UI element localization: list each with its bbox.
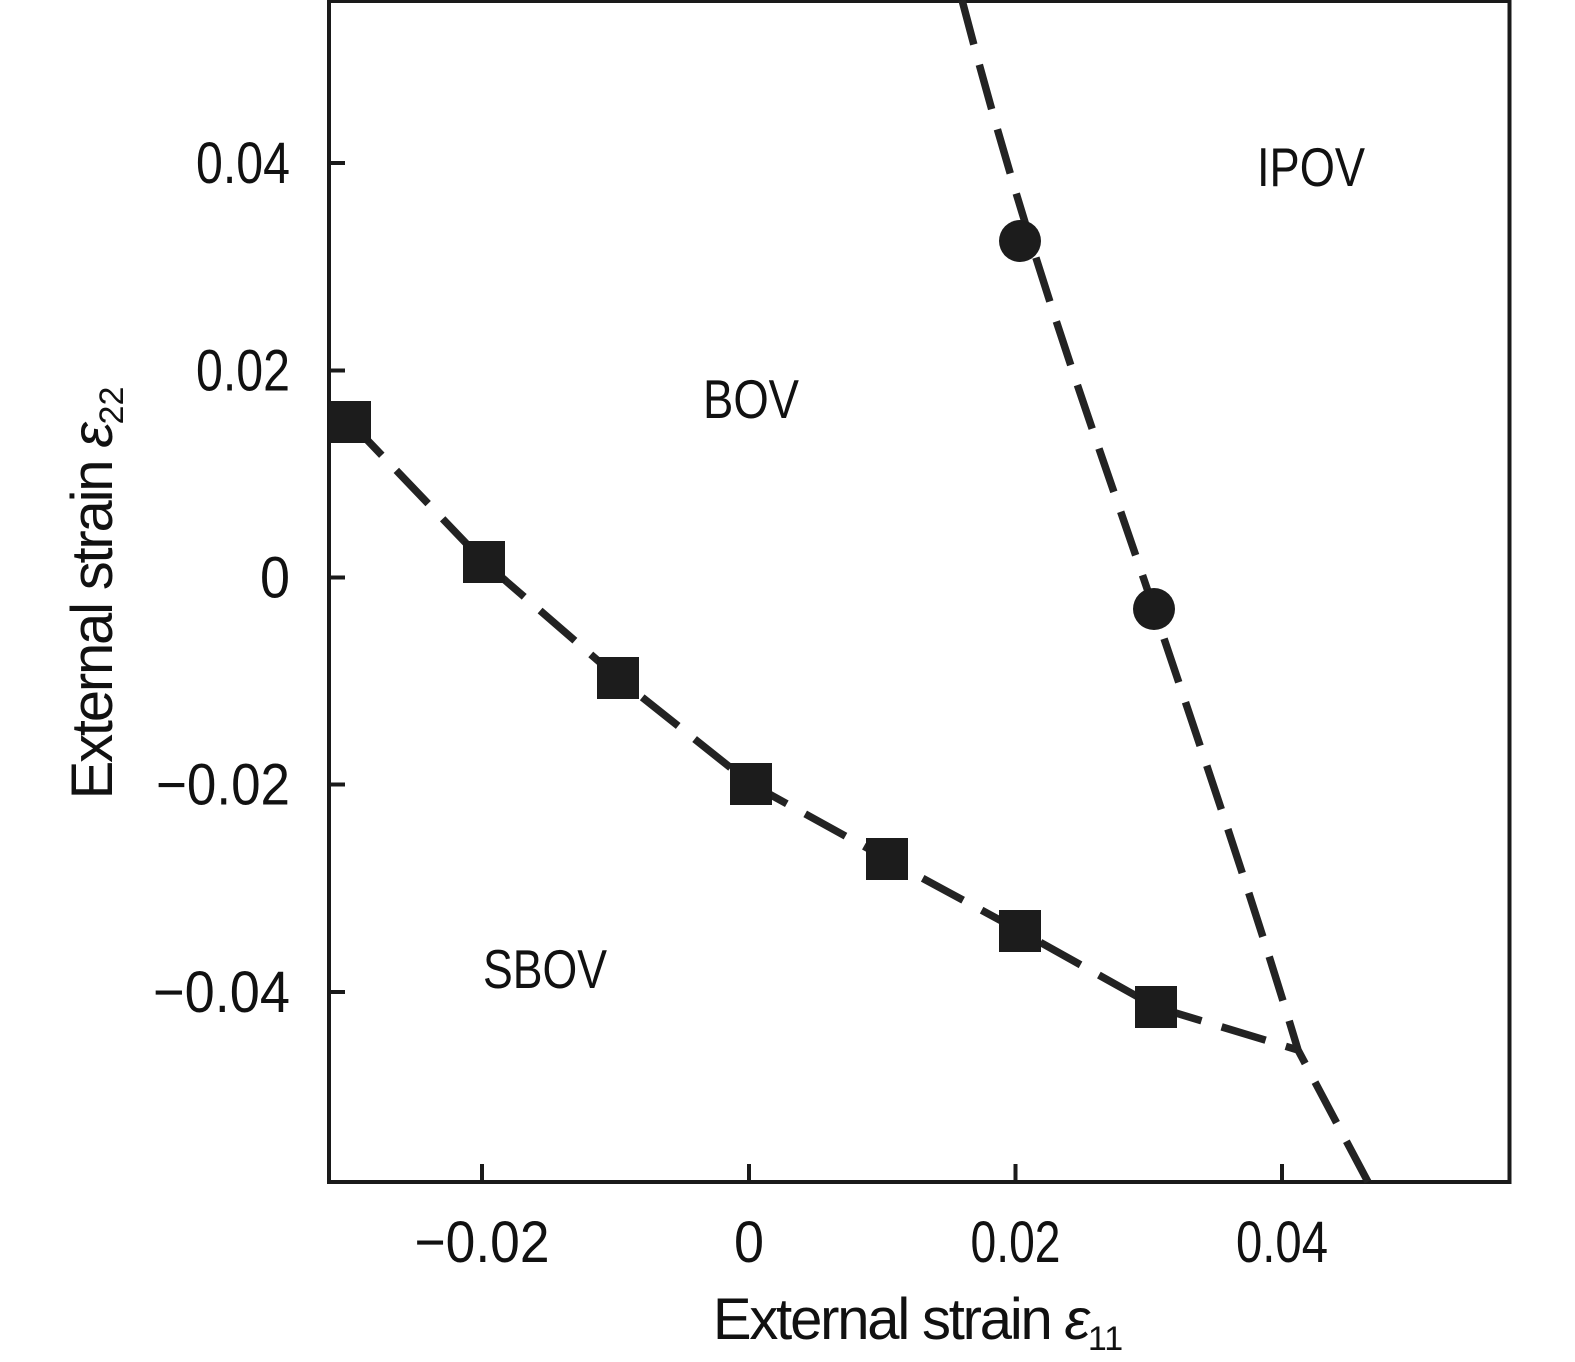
svg-text:0.02: 0.02 — [196, 339, 290, 404]
svg-text:0.04: 0.04 — [196, 131, 290, 196]
svg-text:External strain ε22: External strain ε22 — [60, 387, 131, 800]
svg-text:−0.04: −0.04 — [153, 960, 290, 1025]
svg-text:0: 0 — [260, 546, 290, 611]
svg-text:0.04: 0.04 — [1236, 1210, 1328, 1275]
svg-text:External strain ε11: External strain ε11 — [713, 1287, 1123, 1358]
svg-text:−0.02: −0.02 — [415, 1210, 550, 1275]
svg-text:0.02: 0.02 — [971, 1210, 1061, 1275]
svg-text:BOV: BOV — [703, 368, 799, 430]
svg-text:SBOV: SBOV — [483, 938, 607, 1000]
svg-text:−0.02: −0.02 — [156, 753, 290, 818]
svg-text:0: 0 — [734, 1210, 764, 1275]
svg-text:IPOV: IPOV — [1257, 136, 1365, 198]
